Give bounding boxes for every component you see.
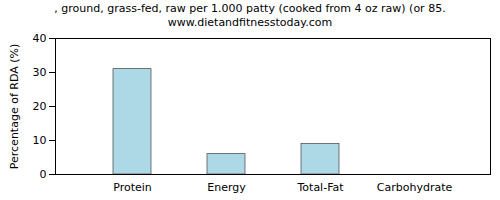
svg-text:10: 10 — [33, 134, 47, 147]
svg-text:40: 40 — [33, 32, 47, 45]
svg-text:30: 30 — [33, 66, 47, 79]
svg-text:Total-Fat: Total-Fat — [296, 181, 344, 194]
svg-text:Energy: Energy — [207, 181, 246, 194]
svg-text:20: 20 — [33, 100, 47, 113]
svg-text:Protein: Protein — [113, 181, 152, 194]
html-text:www.dietandfitnesstoday.com: www.dietandfitnesstoday.com — [167, 16, 333, 29]
svg-text:0: 0 — [40, 168, 47, 181]
svg-text:Percentage of RDA (%): Percentage of RDA (%) — [8, 44, 21, 169]
html-text:, ground, grass-fed, raw per 1: , ground, grass-fed, raw per 1.000 patty… — [54, 2, 446, 15]
svg-text:Carbohydrate: Carbohydrate — [377, 181, 453, 194]
